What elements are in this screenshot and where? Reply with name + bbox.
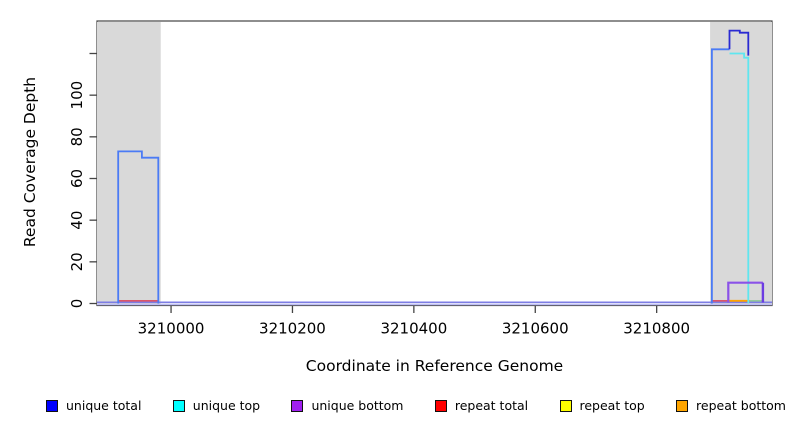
repeat-bottom-swatch-icon <box>676 399 689 412</box>
x-tick-label: 3210200 <box>259 320 326 338</box>
y-tick-label: 40 <box>68 211 86 230</box>
legend-label: unique bottom <box>311 398 404 413</box>
unique-total-swatch-icon <box>46 399 58 412</box>
unique-top-swatch-icon <box>172 399 185 412</box>
series-unique-top-right <box>729 52 750 304</box>
legend-item-repeat-top: repeat top <box>559 398 645 413</box>
right-shaded-region <box>710 22 772 305</box>
y-tick-label: 0 <box>68 299 86 309</box>
legend-item-repeat-bottom: repeat bottom <box>676 398 786 413</box>
legend: unique total unique top unique bottom repea… <box>46 398 786 413</box>
legend-item-unique-total: unique total <box>46 398 141 413</box>
repeat-top-swatch-icon <box>559 399 572 412</box>
series-unique-total-right-rise <box>711 48 730 304</box>
legend-item-unique-top: unique top <box>172 398 261 413</box>
legend-label: unique top <box>192 398 261 413</box>
x-axis-title: Coordinate in Reference Genome <box>305 357 564 375</box>
legend-item-repeat-total: repeat total <box>434 398 529 413</box>
y-tick-label: 100 <box>68 81 86 110</box>
x-tick-label: 3210000 <box>138 320 205 338</box>
legend-label: repeat bottom <box>696 398 786 413</box>
series-unique-total-right-cap <box>728 29 750 56</box>
y-axis-title: Read Coverage Depth <box>21 76 39 248</box>
x-tick-label: 3210800 <box>623 320 690 338</box>
series-unique-total-left-peak <box>117 150 160 304</box>
y-tick-label: 80 <box>68 127 86 146</box>
series-unique-bottom-right-box <box>727 281 763 303</box>
legend-item-unique-bottom: unique bottom <box>291 398 404 413</box>
plot-border <box>96 20 773 307</box>
legend-label: unique total <box>66 398 142 413</box>
unique-bottom-swatch-icon <box>291 399 304 412</box>
left-shaded-region <box>97 22 161 305</box>
legend-label: repeat top <box>579 398 645 413</box>
y-tick-label: 60 <box>68 169 86 188</box>
repeat-total-swatch-icon <box>434 399 447 412</box>
x-tick-label: 3210600 <box>502 320 569 338</box>
y-tick-label: 20 <box>68 252 86 271</box>
x-tick-label: 3210400 <box>380 320 447 338</box>
legend-label: repeat total <box>454 398 529 413</box>
